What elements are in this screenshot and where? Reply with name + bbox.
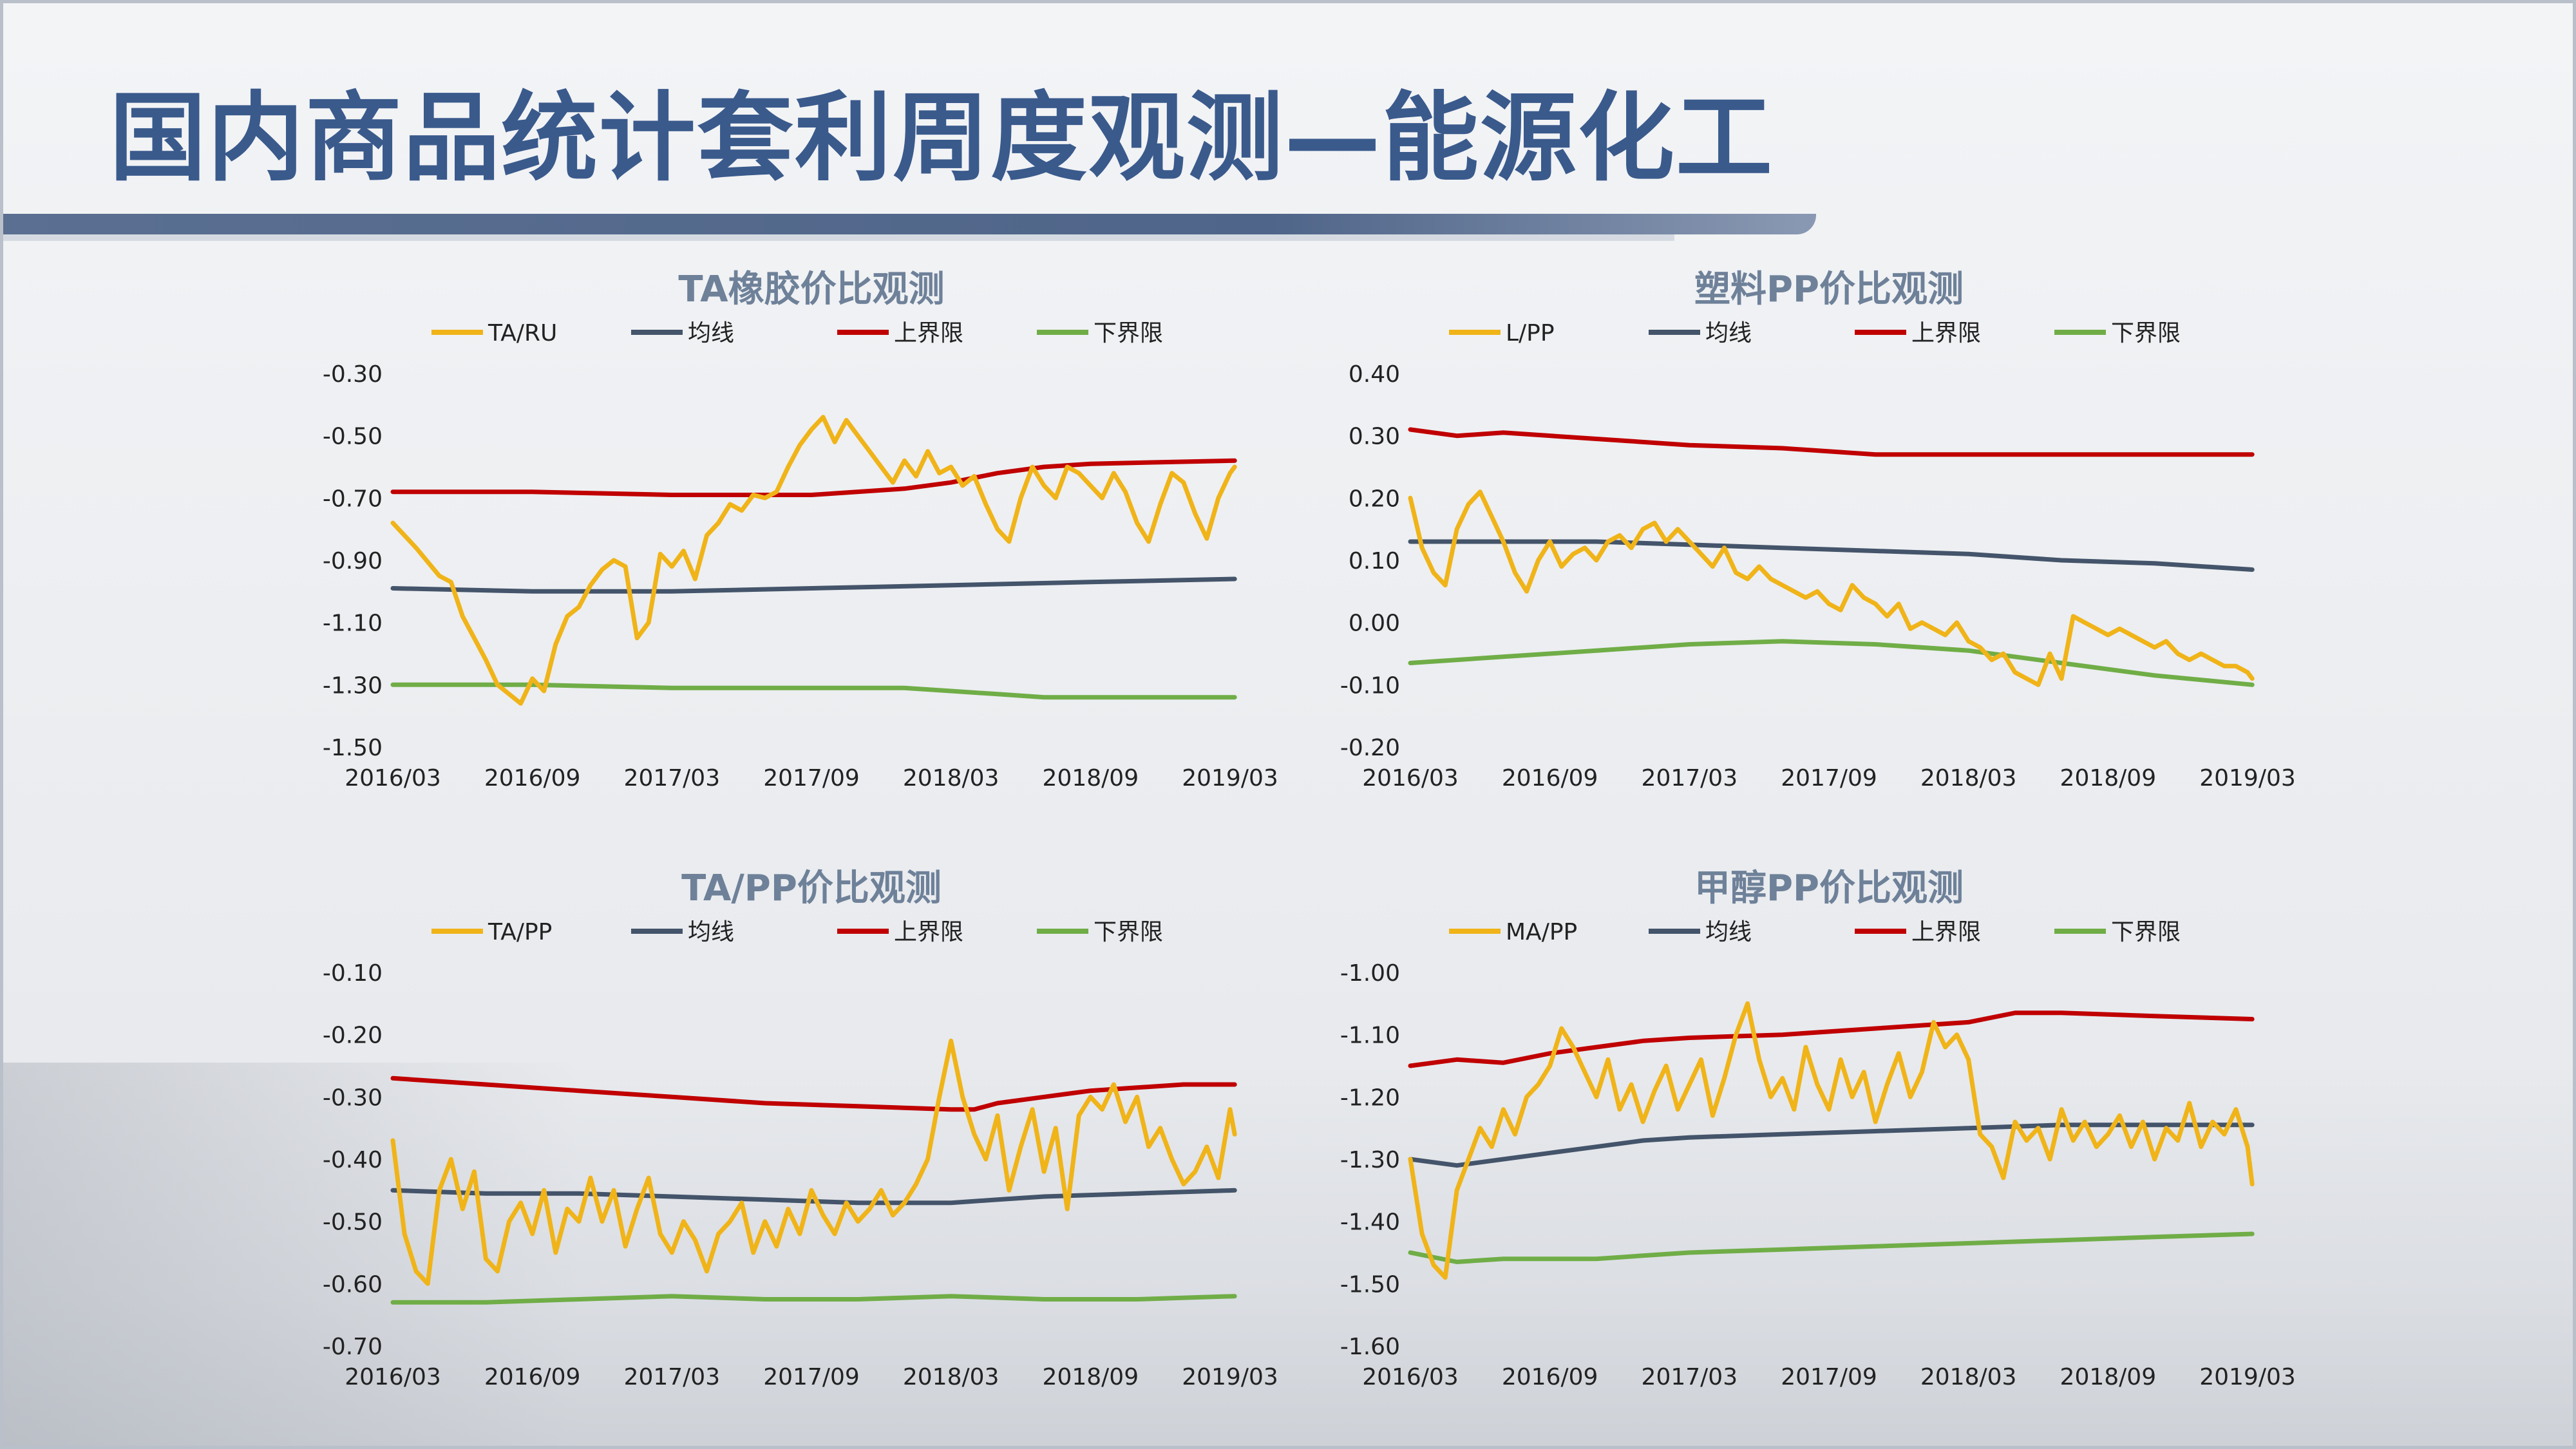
legend-label-lower: 下界限: [2111, 320, 2181, 346]
y-tick-label: 0.20: [1349, 486, 1400, 512]
series-line-lower: [1408, 1231, 2255, 1264]
y-tick-label: -1.50: [323, 735, 383, 761]
x-tick-label: 2016/09: [484, 765, 581, 791]
legend-label-upper: 上界限: [1911, 320, 1981, 346]
y-tick-label: -0.20: [323, 1023, 383, 1049]
y-tick-label: -0.10: [1340, 672, 1400, 699]
x-tick-label: 2017/09: [763, 765, 860, 791]
title-underline-bar: [0, 214, 1816, 234]
y-tick-label: -0.10: [323, 960, 383, 987]
series-line-mean: [390, 576, 1237, 594]
x-tick-label: 2018/09: [1043, 765, 1139, 791]
legend-label-ratio: TA/PP: [488, 919, 552, 945]
y-tick-label: -0.50: [323, 1209, 383, 1236]
x-tick-label: 2019/03: [2199, 765, 2296, 791]
legend-label-ratio: L/PP: [1506, 320, 1555, 346]
x-tick-label: 2016/03: [1362, 1364, 1459, 1390]
y-tick-label: -0.60: [323, 1271, 383, 1298]
legend-label-upper: 上界限: [894, 919, 963, 945]
y-tick-label: -1.10: [323, 611, 383, 637]
x-tick-label: 2018/09: [1043, 1364, 1139, 1390]
y-tick-label: 0.40: [1349, 361, 1400, 388]
x-tick-label: 2019/03: [1182, 1364, 1278, 1390]
y-tick-label: -0.30: [323, 361, 383, 388]
page-title: 国内商品统计套利周度观测—能源化工: [109, 82, 1774, 194]
y-tick-label: -0.50: [323, 424, 383, 450]
chart-title: TA橡胶价比观测: [678, 269, 944, 310]
y-tick-label: -0.30: [323, 1084, 383, 1111]
x-tick-label: 2018/03: [1920, 765, 2017, 791]
series-line-upper: [390, 1075, 1237, 1112]
y-tick-label: -1.30: [323, 672, 383, 699]
x-tick-label: 2018/03: [903, 1364, 999, 1390]
x-tick-label: 2019/03: [2199, 1364, 2296, 1390]
legend-label-ratio: TA/RU: [488, 320, 557, 346]
series-line-lower: [1408, 639, 2255, 687]
series-line-ratio: [1408, 1001, 2255, 1280]
y-tick-label: -1.00: [1340, 960, 1400, 987]
y-tick-label: -1.20: [1340, 1084, 1400, 1111]
series-line-mean: [1408, 1122, 2255, 1168]
chart-l-pp: 塑料PP价比观测 L/PP 均线 上界限 下界限 0.40 0.30 0.20 0.10 0.00…: [1340, 269, 2296, 791]
series-line-lower: [390, 682, 1237, 700]
background-city-image: [0, 1063, 580, 1449]
legend-label-ratio: MA/PP: [1506, 919, 1577, 945]
legend-label-mean: 均线: [1705, 919, 1752, 945]
x-tick-label: 2016/09: [1502, 765, 1598, 791]
series-line-upper: [1408, 1010, 2255, 1068]
chart-ma-pp: 甲醇PP价比观测 MA/PP 均线 上界限 下界限 -1.00 -1.10 -1.20 -1.3…: [1340, 867, 2296, 1390]
chart-title: TA/PP价比观测: [681, 867, 942, 909]
y-tick-label: -1.10: [1340, 1023, 1400, 1049]
y-tick-label: -1.50: [1340, 1271, 1400, 1298]
x-tick-label: 2016/03: [1362, 765, 1459, 791]
x-tick-label: 2019/03: [1182, 765, 1278, 791]
legend-label-lower: 下界限: [2111, 919, 2181, 945]
legend-label-lower: 下界限: [1094, 320, 1163, 346]
series-line-ratio: [390, 415, 1237, 706]
y-tick-label: -0.90: [323, 548, 383, 574]
series-line-lower: [390, 1294, 1237, 1305]
x-tick-label: 2016/09: [484, 1364, 581, 1390]
x-tick-label: 2018/03: [1920, 1364, 2017, 1390]
x-tick-label: 2018/03: [903, 765, 999, 791]
chart-title: 塑料PP价比观测: [1694, 269, 1964, 310]
y-tick-label: -1.30: [1340, 1147, 1400, 1173]
x-tick-label: 2017/03: [624, 1364, 721, 1390]
y-tick-label: 0.00: [1349, 611, 1400, 637]
series-line-mean: [390, 1188, 1237, 1206]
x-tick-label: 2018/09: [2060, 1364, 2157, 1390]
legend-label-upper: 上界限: [1911, 919, 1981, 945]
legend-label-lower: 下界限: [1094, 919, 1163, 945]
x-tick-label: 2017/09: [1781, 1364, 1877, 1390]
x-tick-label: 2016/03: [345, 1364, 441, 1390]
chart-ta-ru: TA橡胶价比观测 TA/RU 均线 上界限 下界限 -0.30 -0.50 -0.70 -0.9…: [323, 269, 1278, 791]
series-line-upper: [390, 458, 1237, 497]
y-tick-label: 0.10: [1349, 548, 1400, 574]
x-tick-label: 2017/03: [1642, 1364, 1738, 1390]
series-line-upper: [1408, 427, 2255, 457]
legend-label-mean: 均线: [688, 919, 734, 945]
chart-title: 甲醇PP价比观测: [1694, 867, 1964, 909]
y-tick-label: 0.30: [1349, 424, 1400, 450]
series-line-ratio: [1408, 489, 2255, 687]
x-tick-label: 2017/03: [624, 765, 721, 791]
x-tick-label: 2017/09: [1781, 765, 1877, 791]
y-tick-label: -0.70: [323, 1334, 383, 1360]
legend-label-mean: 均线: [1705, 320, 1752, 346]
chart-ta-pp: TA/PP价比观测 TA/PP 均线 上界限 下界限 -0.10 -0.20 -0.30 -0.…: [323, 867, 1278, 1390]
y-tick-label: -0.20: [1340, 735, 1400, 761]
x-tick-label: 2017/09: [763, 1364, 860, 1390]
legend-label-upper: 上界限: [894, 320, 963, 346]
x-tick-label: 2016/09: [1502, 1364, 1598, 1390]
series-line-ratio: [390, 1038, 1237, 1286]
x-tick-label: 2017/03: [1642, 765, 1738, 791]
x-tick-label: 2016/03: [345, 765, 441, 791]
x-tick-label: 2018/09: [2060, 765, 2157, 791]
legend-label-mean: 均线: [688, 320, 734, 346]
y-tick-label: -1.40: [1340, 1209, 1400, 1236]
y-tick-label: -0.70: [323, 486, 383, 512]
y-tick-label: -0.40: [323, 1147, 383, 1173]
title-underline-shadow: [0, 234, 1674, 241]
y-tick-label: -1.60: [1340, 1334, 1400, 1360]
